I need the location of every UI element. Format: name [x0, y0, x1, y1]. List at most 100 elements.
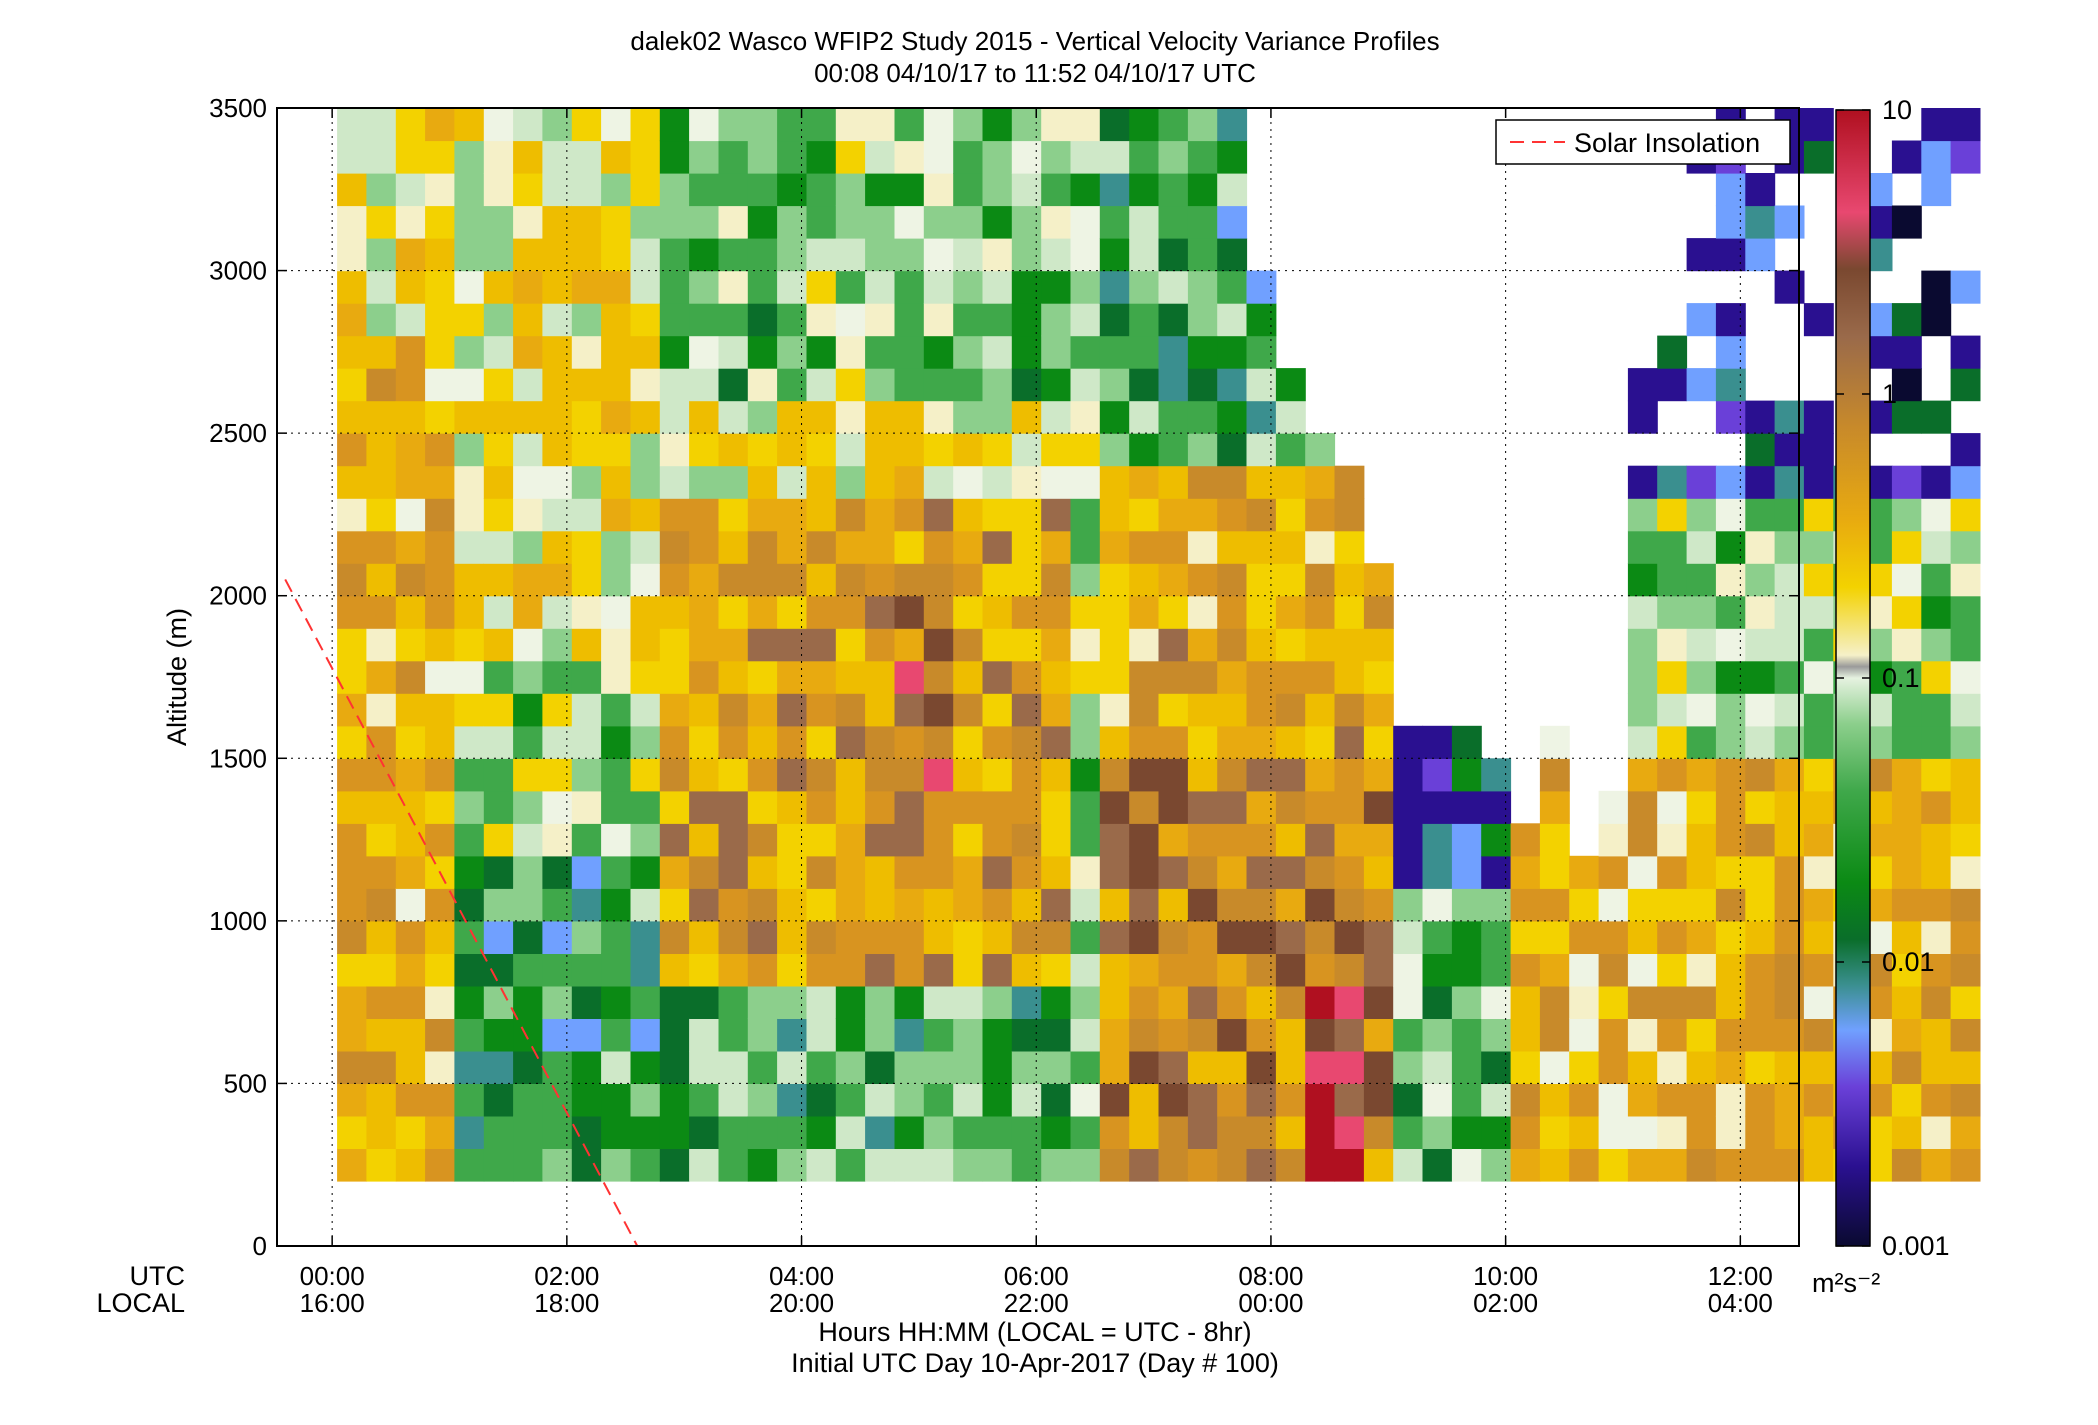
heatmap-cell [1158, 270, 1189, 304]
heatmap-cell [542, 1148, 573, 1182]
heatmap-cell [1217, 790, 1248, 824]
heatmap-cell [1950, 725, 1981, 759]
heatmap-cell [395, 595, 426, 629]
heatmap-cell [366, 790, 397, 824]
heatmap-cell [1510, 855, 1541, 889]
heatmap-cell [425, 465, 455, 499]
heatmap-cell [718, 1148, 749, 1182]
heatmap-cell [1217, 335, 1248, 369]
heatmap-cell [1099, 303, 1130, 337]
heatmap-cell [454, 238, 485, 272]
colorbar-tick-label: 1 [1882, 379, 1897, 409]
y-tick-label: 500 [224, 1068, 267, 1098]
heatmap-cell [1803, 303, 1834, 337]
heatmap-cell [982, 758, 1013, 792]
heatmap-cell [659, 173, 690, 207]
heatmap-cell [454, 400, 485, 434]
heatmap-cell [1686, 855, 1717, 889]
heatmap-cell [982, 693, 1013, 727]
heatmap-cell [1803, 1083, 1834, 1117]
heatmap-cell [1129, 1115, 1160, 1149]
heatmap-cell [982, 823, 1013, 857]
heatmap-cell [1158, 173, 1189, 207]
heatmap-cell [1275, 693, 1306, 727]
heatmap-cell [1774, 790, 1805, 824]
heatmap-cell [1715, 888, 1746, 922]
heatmap-cell [1011, 725, 1042, 759]
heatmap-cell [923, 953, 954, 987]
heatmap-cell [1246, 1115, 1277, 1149]
heatmap-cell [425, 238, 455, 272]
heatmap-cell [689, 628, 719, 662]
heatmap-cell [1070, 1083, 1101, 1117]
heatmap-cell [1510, 1050, 1541, 1084]
heatmap-cell [1275, 433, 1306, 467]
heatmap-cell [1745, 1148, 1776, 1182]
heatmap-cell [1481, 1148, 1512, 1182]
heatmap-cell [1774, 725, 1805, 759]
heatmap-cell [747, 563, 778, 597]
heatmap-cell [865, 498, 895, 532]
heatmap-cell [1187, 108, 1218, 142]
heatmap-cell [777, 628, 807, 662]
heatmap-cell [1129, 595, 1160, 629]
heatmap-cell [747, 855, 778, 889]
heatmap-cell [571, 1018, 602, 1052]
heatmap-cell [337, 303, 367, 337]
heatmap-cell [630, 595, 661, 629]
heatmap-cell [659, 270, 690, 304]
heatmap-cell [1011, 335, 1042, 369]
heatmap-cell [366, 335, 397, 369]
heatmap-cell [1011, 465, 1042, 499]
heatmap-cell [1217, 108, 1248, 142]
heatmap-cell [1275, 920, 1306, 954]
heatmap-cell [1275, 628, 1306, 662]
heatmap-cell [1598, 1018, 1629, 1052]
heatmap-cell [1627, 530, 1658, 564]
heatmap-cell [395, 108, 426, 142]
heatmap-cell [571, 368, 602, 402]
heatmap-cell [865, 693, 895, 727]
heatmap-cell [953, 1050, 984, 1084]
heatmap-cell [659, 920, 690, 954]
heatmap-cell [1363, 888, 1394, 922]
heatmap-cell [865, 758, 895, 792]
heatmap-cell [337, 108, 367, 142]
heatmap-cell [1187, 335, 1218, 369]
heatmap-cell [483, 1148, 514, 1182]
heatmap-cell [953, 595, 984, 629]
heatmap-cell [1246, 303, 1277, 337]
heatmap-cell [1011, 1083, 1042, 1117]
heatmap-cell [483, 1115, 514, 1149]
heatmap-cell [1158, 953, 1189, 987]
heatmap-cell [806, 758, 837, 792]
heatmap-cell [1070, 108, 1101, 142]
heatmap-cell [659, 205, 690, 239]
heatmap-cell [1657, 725, 1688, 759]
heatmap-cell [894, 498, 925, 532]
heatmap-cell [366, 433, 397, 467]
heatmap-cell [630, 1148, 661, 1182]
heatmap-cell [1715, 1050, 1746, 1084]
heatmap-cell [1011, 1148, 1042, 1182]
heatmap-cell [542, 465, 573, 499]
heatmap-cell [337, 465, 367, 499]
heatmap-cell [630, 985, 661, 1019]
heatmap-cell [1217, 465, 1248, 499]
heatmap-cell [806, 238, 837, 272]
heatmap-cell [1334, 693, 1365, 727]
heatmap-cell [513, 920, 543, 954]
heatmap-cell [1510, 1083, 1541, 1117]
heatmap-cell [1041, 173, 1072, 207]
heatmap-cell [835, 400, 866, 434]
heatmap-cell [1334, 725, 1365, 759]
heatmap-cell [1422, 1050, 1453, 1084]
heatmap-cell [1950, 433, 1981, 467]
heatmap-cell [659, 660, 690, 694]
heatmap-cell [835, 498, 866, 532]
heatmap-cell [1070, 985, 1101, 1019]
heatmap-cell [1950, 855, 1981, 889]
heatmap-cell [1129, 1148, 1160, 1182]
